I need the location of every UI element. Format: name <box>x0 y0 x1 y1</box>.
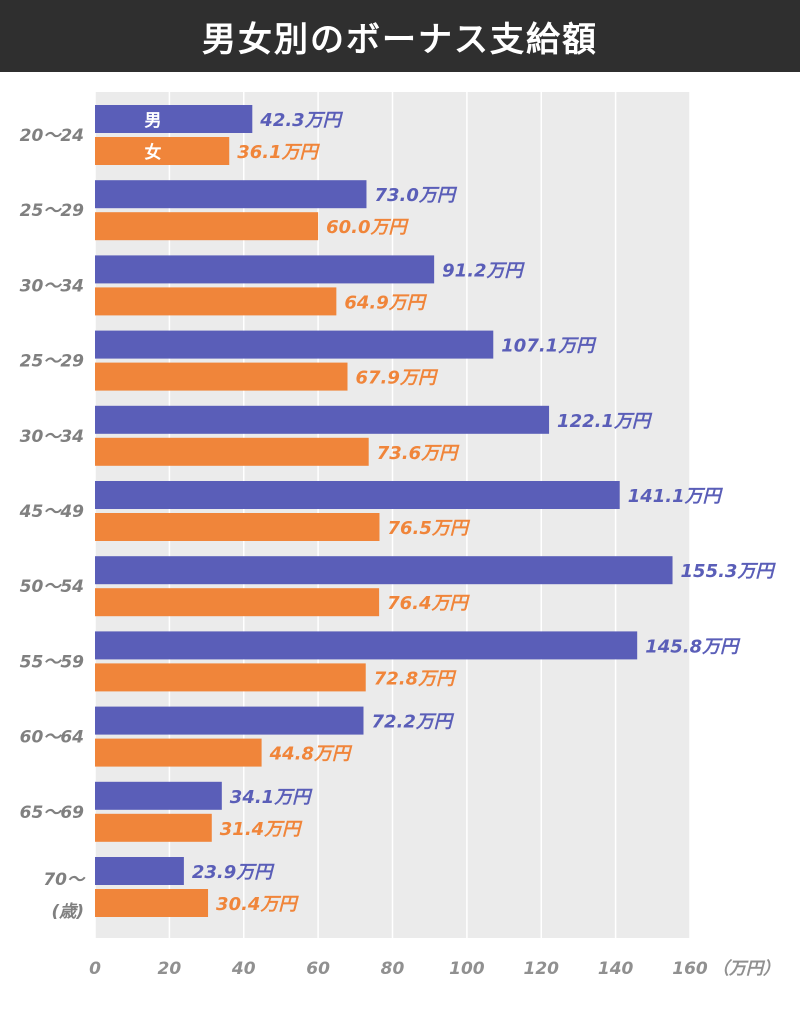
bar-value-label: 91.2万円 <box>442 260 525 281</box>
bar <box>95 137 230 165</box>
category-label: 50〜54 <box>20 577 84 597</box>
category-label: 25〜29 <box>20 201 84 221</box>
bar <box>95 706 364 735</box>
bar <box>95 481 620 509</box>
bar-value-label: 31.4万円 <box>220 819 303 840</box>
bar <box>95 631 638 660</box>
bar <box>95 513 380 541</box>
bar-value-label: 72.8万円 <box>374 668 457 689</box>
bar <box>95 781 222 810</box>
bars <box>95 105 673 917</box>
category-label: 65〜69 <box>20 803 84 823</box>
x-tick-label: 80 <box>381 959 405 979</box>
bar <box>95 889 209 917</box>
legend-label: 男 <box>145 111 162 131</box>
category-label: 30〜34 <box>20 276 84 296</box>
x-tick-label: 160 <box>672 959 708 979</box>
bar-value-label: 34.1万円 <box>230 787 313 808</box>
bar-value-label: 23.9万円 <box>192 862 275 883</box>
bar-value-labels: 42.3万円 男 36.1万円 女 73.0万円 60.0万円 91.2万円 64.9万円 10… <box>145 110 777 915</box>
bar-value-label: 155.3万円 <box>681 561 777 582</box>
bar <box>95 255 435 284</box>
bar <box>95 330 494 359</box>
bar-value-label: 72.2万円 <box>371 712 454 733</box>
x-tick-label: 140 <box>598 959 634 979</box>
bar <box>95 738 262 767</box>
bar-value-label: 44.8万円 <box>269 744 353 765</box>
bar-value-label: 76.4万円 <box>387 593 470 614</box>
bar-value-label: 64.9万円 <box>344 292 427 313</box>
x-axis-unit-label: （万円） <box>712 959 780 979</box>
x-tick-label: 60 <box>306 959 330 979</box>
bar <box>95 437 369 466</box>
bar <box>95 857 184 885</box>
legend-label: 女 <box>145 142 162 163</box>
bar-value-label: 36.1万円 <box>237 142 320 163</box>
bar <box>95 588 380 617</box>
category-label: 45〜49 <box>19 502 84 522</box>
bar-chart: 42.3万円 男 36.1万円 女 73.0万円 60.0万円 91.2万円 64.9万円 10… <box>19 92 780 979</box>
bar <box>95 212 319 241</box>
bar-value-label: 145.8万円 <box>645 636 741 657</box>
x-tick-label: 0 <box>89 959 101 979</box>
bar-value-label: 30.4万円 <box>216 894 299 915</box>
bar <box>95 362 348 391</box>
bar-value-label: 67.9万円 <box>356 368 439 389</box>
bar-value-label: 42.3万円 <box>259 110 343 131</box>
category-label: 20〜24 <box>20 126 84 146</box>
bar-value-label: 122.1万円 <box>557 411 653 432</box>
bar <box>95 556 673 585</box>
category-labels: 20〜24 25〜29 30〜34 25〜29 30〜34 45〜49 50〜54 55〜59… <box>19 126 86 922</box>
bar-value-label: 73.0万円 <box>374 185 457 206</box>
chart-title: 男女別のボーナス支給額 <box>0 0 800 72</box>
bar <box>95 180 367 209</box>
bar <box>95 405 550 434</box>
x-tick-label: 100 <box>449 959 485 979</box>
bar <box>95 287 337 316</box>
category-label: 25〜29 <box>20 352 84 372</box>
category-label: 60〜64 <box>20 728 84 748</box>
bar <box>95 105 253 133</box>
x-tick-label: 40 <box>231 959 256 979</box>
category-label: 30〜34 <box>20 427 84 447</box>
x-axis-ticks: 0 20 40 60 80 100 120 140 160 （万円） <box>89 959 780 979</box>
category-label: 70〜 <box>43 870 86 890</box>
bar-value-label: 73.6万円 <box>377 443 460 464</box>
x-tick-label: 120 <box>524 959 560 979</box>
category-label: 55〜59 <box>20 652 84 672</box>
bar-value-label: 107.1万円 <box>501 336 597 357</box>
bar <box>95 663 366 692</box>
bar <box>95 813 212 842</box>
bar-value-label: 141.1万円 <box>628 486 724 507</box>
category-unit-label: (歳) <box>51 902 84 922</box>
bar-value-label: 76.5万円 <box>387 518 470 539</box>
x-tick-label: 20 <box>158 959 182 979</box>
bar-value-label: 60.0万円 <box>326 217 409 238</box>
